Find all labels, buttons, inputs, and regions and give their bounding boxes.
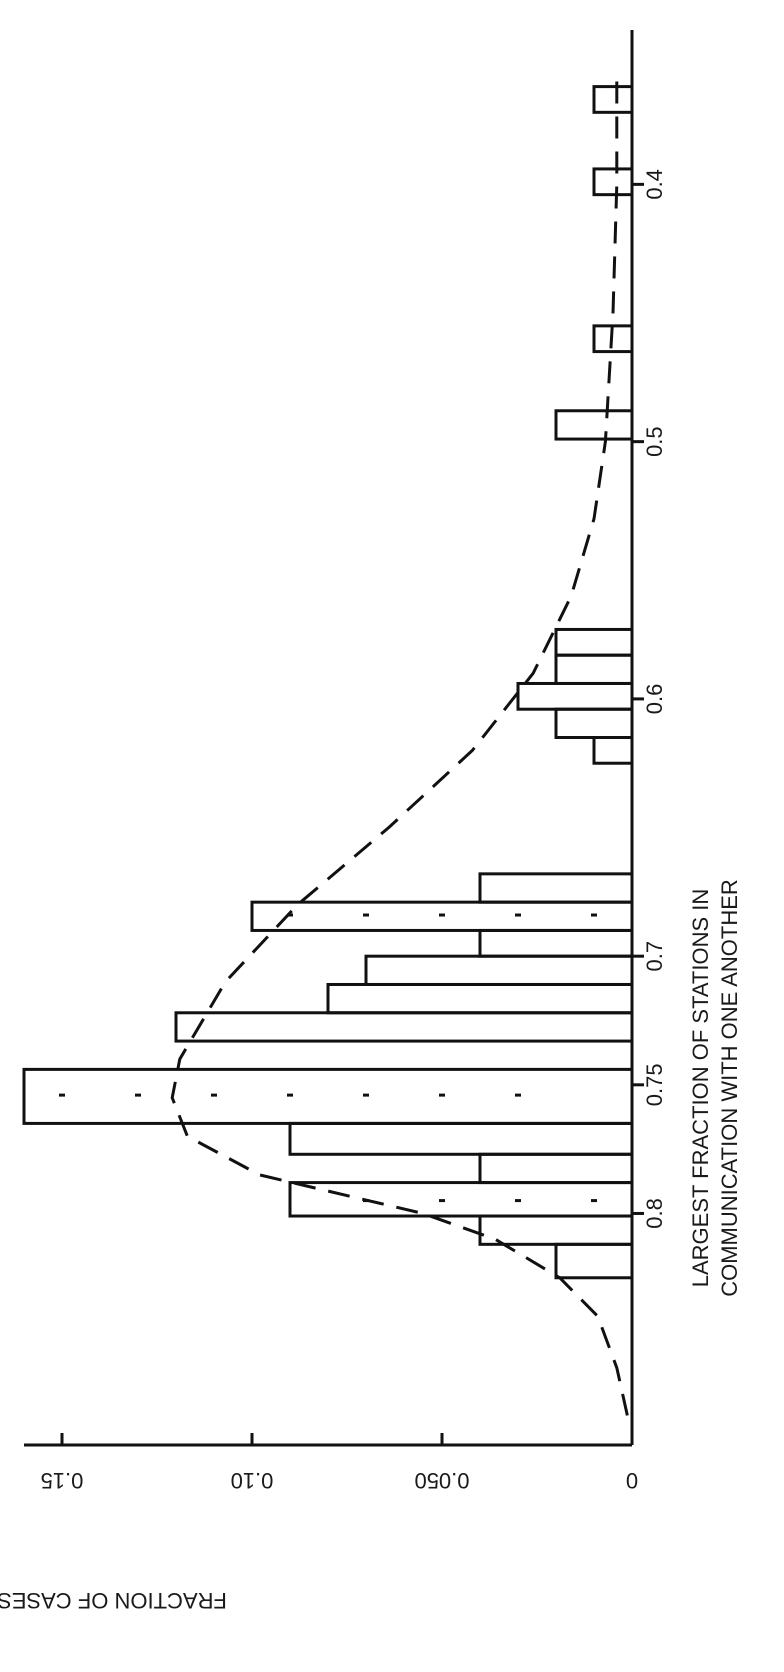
dotted-marker <box>287 1093 293 1097</box>
y-tick-label: 0.10 <box>231 1468 274 1493</box>
histogram-bar <box>478 928 634 958</box>
x-tick-label: 0.8 <box>642 1198 667 1229</box>
dotted-marker <box>591 913 597 917</box>
dotted-marker <box>591 1199 597 1203</box>
dotted-marker <box>211 1093 217 1097</box>
histogram-bar <box>516 681 634 711</box>
x-tick-label: 0.6 <box>642 684 667 715</box>
x-axis-title-line1: LARGEST FRACTION OF STATIONS IN <box>688 889 713 1287</box>
axes <box>24 30 644 1447</box>
y-tick-label: 0.050 <box>414 1468 469 1493</box>
histogram-bar <box>554 627 634 657</box>
histogram-bar <box>288 1121 634 1156</box>
x-tick-label: 0.4 <box>642 169 667 200</box>
y-tick-label: 0.15 <box>41 1468 84 1493</box>
histogram-bar <box>592 736 634 765</box>
dotted-marker <box>363 913 369 917</box>
x-tick-label: 0.7 <box>642 941 667 972</box>
fit-curve-group <box>170 81 630 1420</box>
dotted-marker <box>135 1093 141 1097</box>
histogram-bar <box>592 85 634 114</box>
dotted-marker <box>59 1093 65 1097</box>
histogram-bar <box>554 707 634 740</box>
histogram-bar <box>288 1181 634 1218</box>
histogram-bar <box>22 1067 634 1125</box>
x-tick-label: 0.5 <box>642 426 667 457</box>
histogram-bar <box>554 409 634 441</box>
histogram-bar <box>478 872 634 904</box>
dotted-marker <box>363 1093 369 1097</box>
histogram-bar <box>592 167 634 197</box>
dotted-marker <box>439 1199 445 1203</box>
histogram-bar <box>478 1214 634 1246</box>
y-axis-title: FRACTION OF CASES <box>0 1588 227 1613</box>
histogram-bar <box>174 1011 634 1043</box>
histogram-bar <box>250 900 634 932</box>
histogram-bar <box>554 653 634 685</box>
x-tick-label: 0.75 <box>642 1063 667 1106</box>
histogram-bar <box>554 1242 634 1280</box>
dotted-marker <box>515 1093 521 1097</box>
histogram-bar <box>592 324 634 354</box>
dotted-marker <box>439 913 445 917</box>
histogram-bars <box>22 85 634 1280</box>
histogram-bar <box>364 954 634 986</box>
x-axis-title-line2: COMMUNICATION WITH ONE ANOTHER <box>717 879 742 1297</box>
dotted-marker <box>515 1199 521 1203</box>
dotted-marker <box>515 913 521 917</box>
histogram-bar <box>326 982 634 1015</box>
tick-labels: 0.4 0.5 0.6 0.7 0.75 0.8 0 0.050 0.10 0.15 <box>41 169 667 1493</box>
histogram-bar <box>478 1152 634 1185</box>
fit-curve <box>170 81 630 1420</box>
y-tick-label: 0 <box>626 1468 638 1493</box>
dotted-marker <box>439 1093 445 1097</box>
